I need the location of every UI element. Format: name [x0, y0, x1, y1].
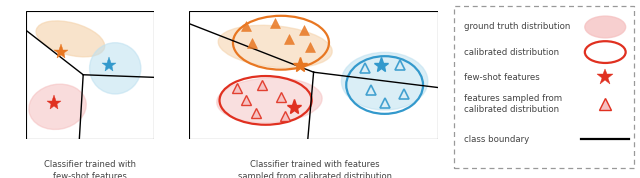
Ellipse shape: [585, 16, 626, 38]
Ellipse shape: [217, 78, 322, 123]
Text: calibrated distribution: calibrated distribution: [464, 48, 559, 57]
Text: class boundary: class boundary: [464, 135, 529, 144]
Text: features sampled from
calibrated distribution: features sampled from calibrated distrib…: [464, 94, 563, 114]
Ellipse shape: [342, 52, 428, 110]
Ellipse shape: [36, 21, 105, 57]
Ellipse shape: [29, 84, 86, 129]
Ellipse shape: [90, 43, 141, 94]
Text: Classifier trained with
few-shot features: Classifier trained with few-shot feature…: [44, 160, 136, 178]
Text: ground truth distribution: ground truth distribution: [464, 22, 571, 32]
Text: few-shot features: few-shot features: [464, 73, 540, 82]
Text: Classifier trained with features
sampled from calibrated distribution: Classifier trained with features sampled…: [238, 160, 392, 178]
Ellipse shape: [218, 25, 332, 68]
